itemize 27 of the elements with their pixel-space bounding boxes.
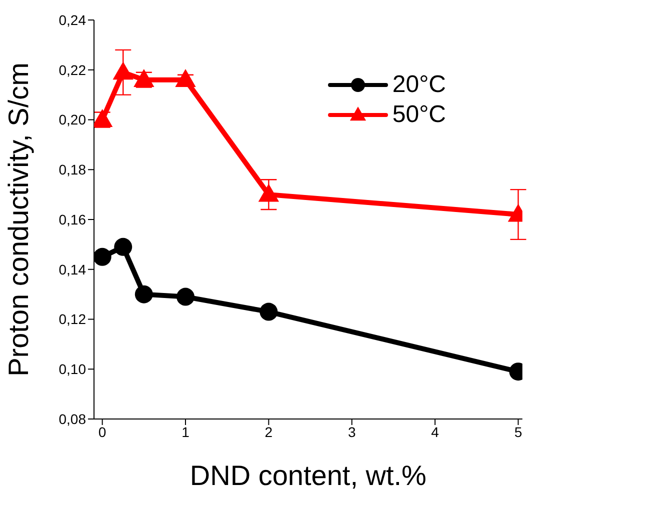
y-tick-label: 0,20 <box>58 112 86 128</box>
point <box>112 62 134 80</box>
point <box>260 302 278 321</box>
point <box>134 285 153 304</box>
x-tick-label: 0 <box>98 424 106 440</box>
x-tick-label: 3 <box>348 424 356 440</box>
y-tick-label: 0,12 <box>58 311 86 328</box>
y-tick-label: 0,22 <box>58 62 86 78</box>
point <box>94 248 112 266</box>
x-tick-label: 2 <box>264 424 273 440</box>
x-tick-label: 4 <box>431 424 440 440</box>
point <box>175 69 196 88</box>
y-tick-label: 0,18 <box>58 162 86 178</box>
point <box>176 288 194 306</box>
legend-label: 50°C <box>392 101 446 129</box>
y-axis-title: Proton conductivity, S/cm <box>2 62 34 376</box>
y-tick-label: 0,16 <box>58 211 86 228</box>
point <box>114 238 132 256</box>
y-tick-label: 0,24 <box>58 12 86 28</box>
x-axis-title: DND content, wt.% <box>190 460 426 491</box>
y-tick-label: 0,08 <box>58 410 86 427</box>
legend-label: 20°C <box>392 71 446 99</box>
point <box>258 184 280 202</box>
y-tick-label: 0,10 <box>58 361 86 378</box>
x-tick-label: 1 <box>182 424 190 440</box>
y-tick-label: 0,14 <box>58 261 86 278</box>
x-tick-label: 5 <box>514 424 522 440</box>
